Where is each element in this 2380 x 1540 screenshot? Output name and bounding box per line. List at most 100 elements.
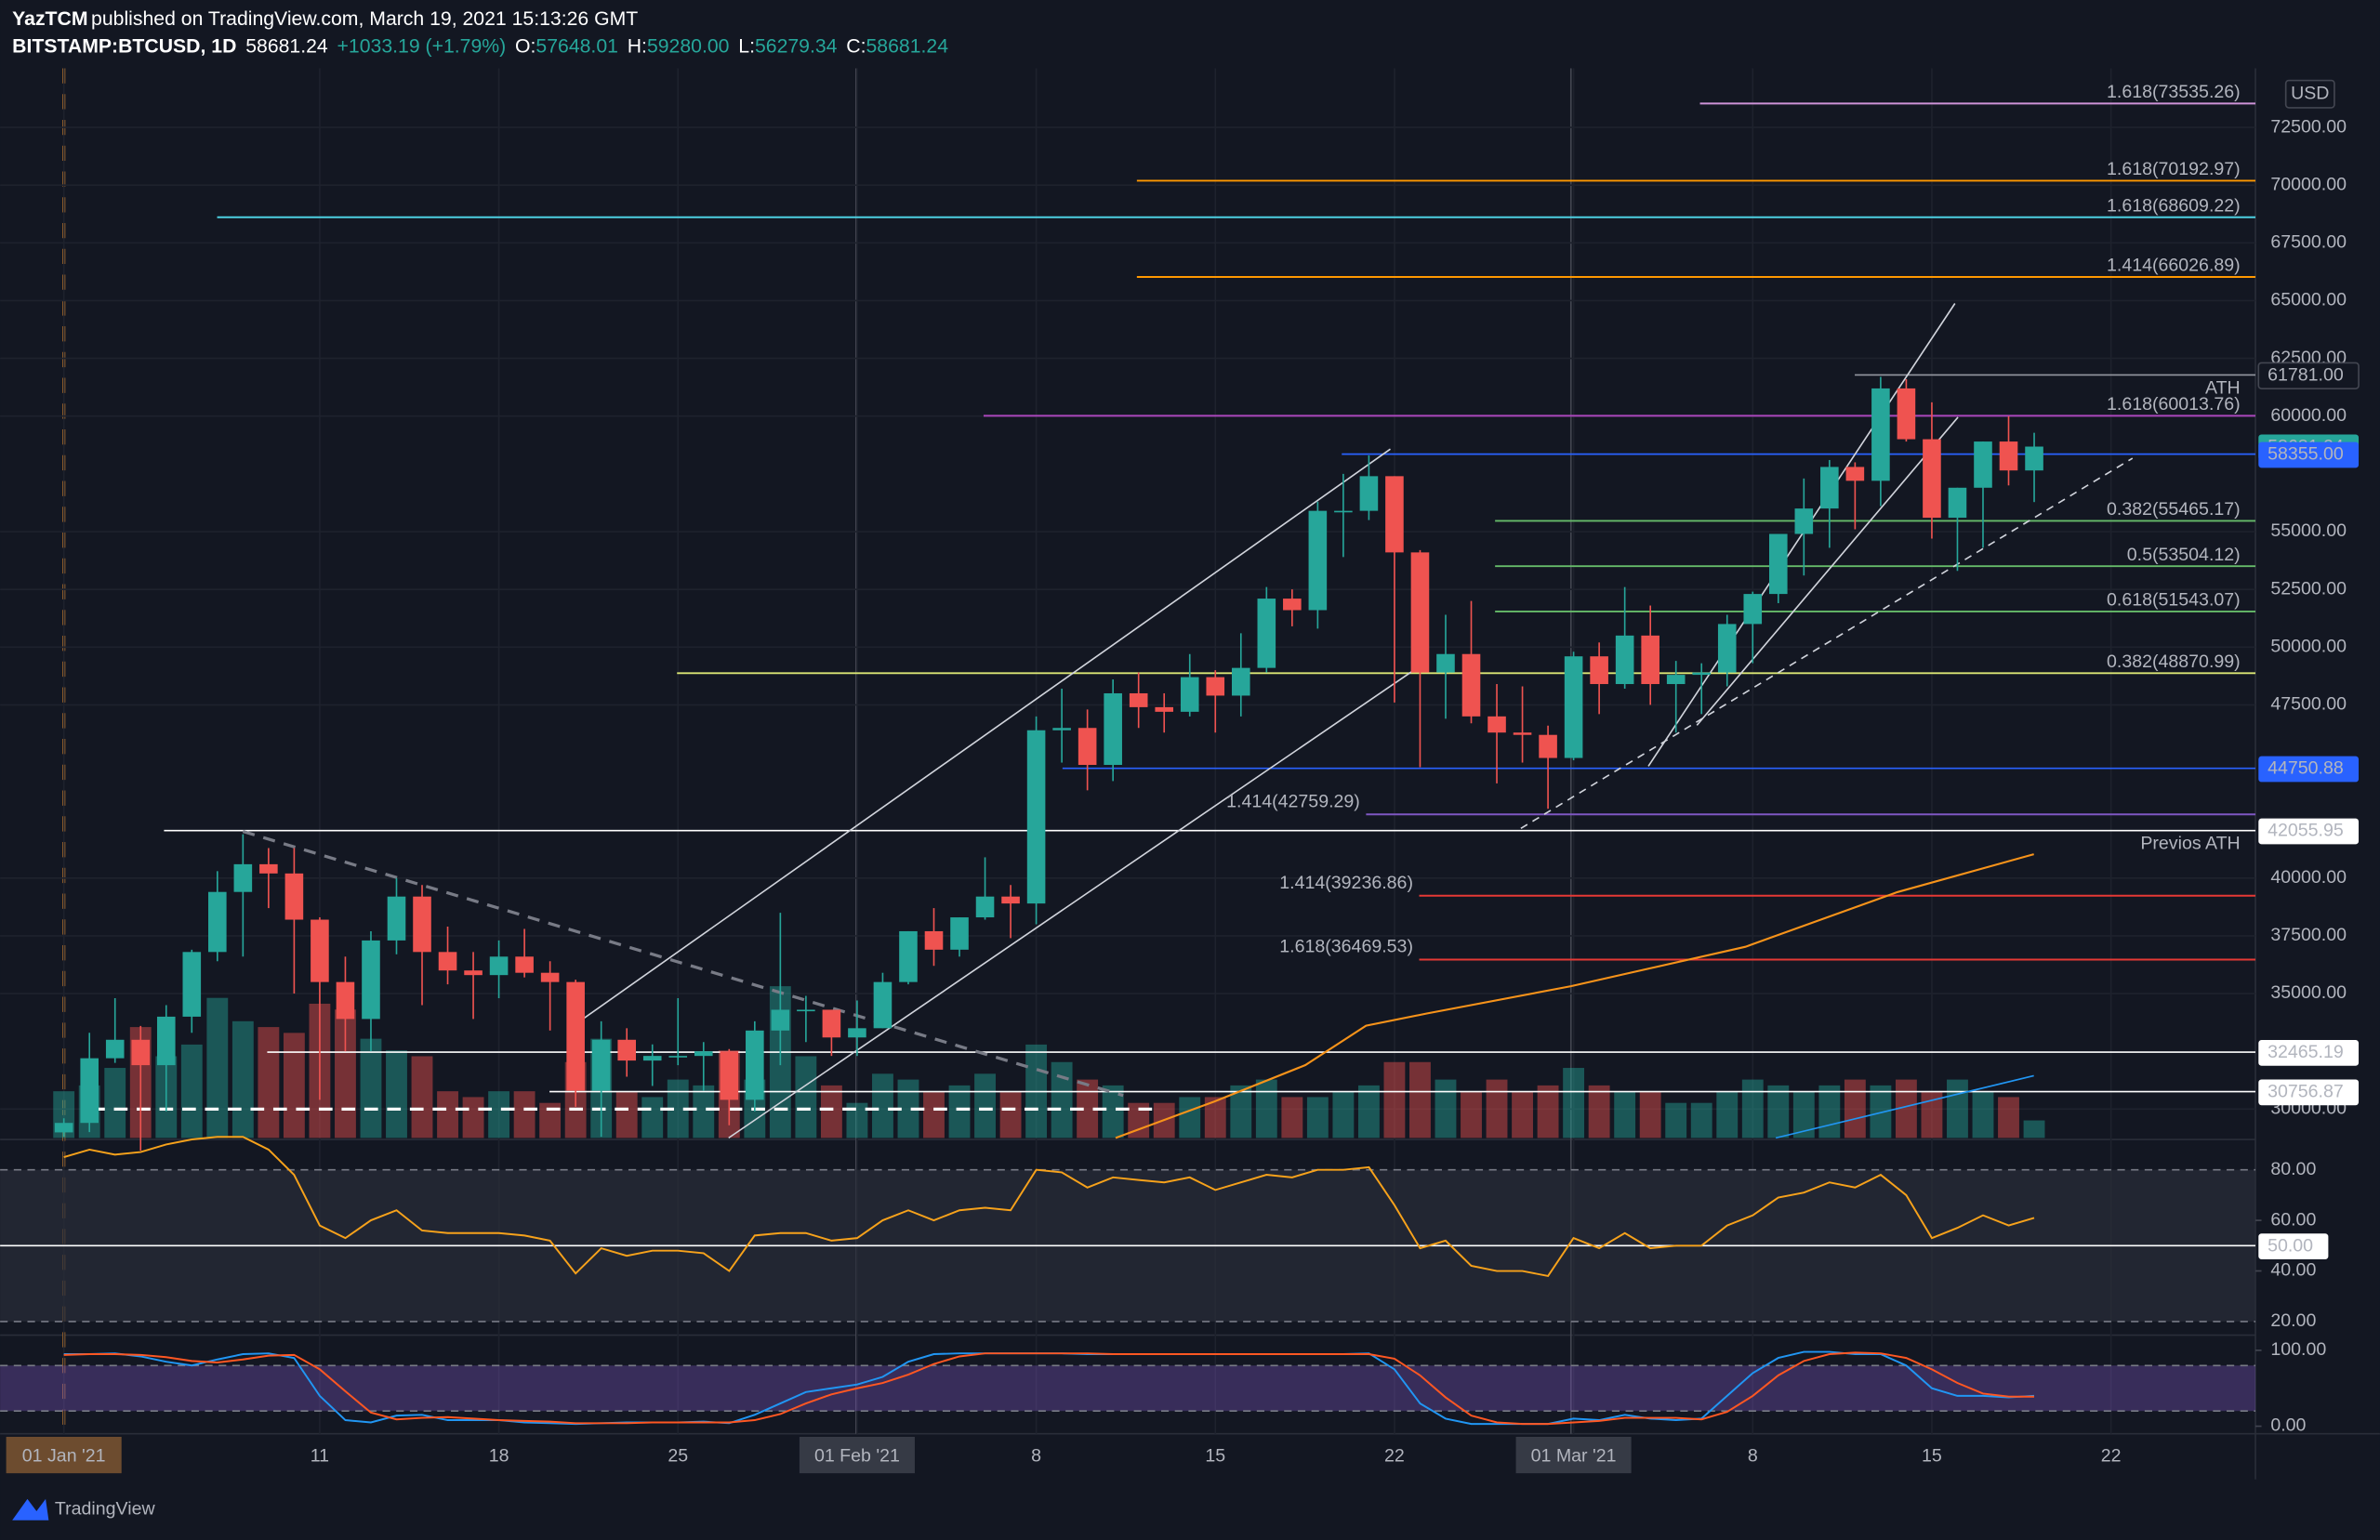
dashed-trendline xyxy=(242,830,1124,1098)
candle-body xyxy=(1359,476,1379,511)
candle-body xyxy=(182,952,202,1017)
y-tick-label: 52500.00 xyxy=(2270,578,2347,599)
x-tick-label: 18 xyxy=(489,1445,509,1466)
volume-bar xyxy=(462,1097,484,1139)
last-price: 58681.24 xyxy=(245,35,328,57)
candle-body xyxy=(1564,656,1583,758)
volume-bar xyxy=(1306,1097,1329,1139)
volume-bar xyxy=(1792,1091,1815,1139)
high: 59280.00 xyxy=(647,35,730,57)
volume-bar xyxy=(872,1073,893,1139)
candle-body xyxy=(1104,692,1122,766)
x-tick-label: 8 xyxy=(1031,1445,1041,1466)
candle-body xyxy=(311,919,329,982)
candle-body xyxy=(1129,692,1148,707)
candle-body xyxy=(668,1056,688,1058)
volume-bar xyxy=(1614,1091,1636,1139)
volume-bar xyxy=(1230,1085,1252,1139)
price-badge xyxy=(2257,362,2360,389)
stoch-line xyxy=(63,1351,2035,1426)
level-label: 1.618(68609.22) xyxy=(2107,196,2241,217)
volume-bar xyxy=(1204,1097,1226,1139)
candle-body xyxy=(1001,896,1020,904)
volume-bar xyxy=(1435,1079,1457,1139)
volume-bar xyxy=(999,1091,1022,1139)
candle-body xyxy=(54,1123,73,1133)
candle-body xyxy=(1666,675,1686,685)
candle-body xyxy=(1257,599,1276,668)
volume-bar xyxy=(820,1085,842,1139)
candle-body xyxy=(1180,677,1199,712)
y-tick-label: 67500.00 xyxy=(2270,232,2347,253)
volume-bar xyxy=(667,1079,689,1139)
price-badge xyxy=(2258,441,2360,468)
candle-body xyxy=(1768,533,1788,595)
candle-body xyxy=(362,940,380,1020)
candle-body xyxy=(950,917,969,950)
candle-body xyxy=(156,1016,176,1066)
candle-body xyxy=(1999,441,2018,471)
candle-body xyxy=(1026,730,1046,904)
level-label: 1.618(36469.53) xyxy=(1279,937,1413,957)
price-badge xyxy=(2258,1079,2360,1106)
price-badge xyxy=(2258,818,2360,845)
level-label: 1.618(70192.97) xyxy=(2107,159,2241,179)
level-label: 0.382(55465.17) xyxy=(2107,499,2241,520)
x-tick-label: 15 xyxy=(1922,1445,1942,1466)
candle-body xyxy=(1334,510,1353,513)
level-label: 1.414(39236.86) xyxy=(1279,873,1413,893)
volume-bar xyxy=(513,1091,536,1139)
o-label: O: xyxy=(515,35,536,57)
candle-body xyxy=(1410,552,1430,673)
candle-body xyxy=(515,956,534,973)
candle-body xyxy=(1155,706,1174,712)
volume-bar xyxy=(897,1079,919,1139)
channel-line xyxy=(1696,416,1959,726)
stoch-band xyxy=(0,1365,2256,1412)
level-label: 1.618(73535.26) xyxy=(2107,82,2241,102)
rsi-tick-label: 40.00 xyxy=(2270,1260,2316,1281)
volume-bar xyxy=(1179,1097,1201,1139)
level-label: 1.414(66026.89) xyxy=(2107,256,2241,276)
x-tick-label: 25 xyxy=(668,1445,688,1466)
candle-body xyxy=(1231,667,1250,696)
candle-body xyxy=(1845,467,1865,481)
volume-bar xyxy=(1921,1091,1943,1139)
candle-body xyxy=(566,981,585,1091)
candle-body xyxy=(80,1058,99,1124)
change: +1033.19 (+1.79%) xyxy=(337,35,507,57)
volume-bar xyxy=(1077,1079,1099,1139)
candle-body xyxy=(1283,599,1302,611)
candle-body xyxy=(1871,388,1890,481)
volume-bar xyxy=(360,1038,382,1139)
stoch-tick-label: 100.00 xyxy=(2270,1339,2326,1360)
volume-average xyxy=(1775,1074,2034,1139)
candle-body xyxy=(1820,467,1839,509)
candle-body xyxy=(975,896,995,918)
candle-body xyxy=(131,1039,151,1066)
volume-bar xyxy=(1741,1079,1764,1139)
y-tick-label: 65000.00 xyxy=(2270,290,2347,310)
note: ATH xyxy=(2205,377,2241,398)
y-tick-label: 35000.00 xyxy=(2270,982,2347,1003)
volume-bar xyxy=(1281,1097,1303,1139)
x-label-box xyxy=(799,1436,915,1474)
candle-body xyxy=(105,1039,125,1059)
volume-bar xyxy=(1486,1079,1508,1139)
volume-bar xyxy=(1665,1102,1687,1139)
rsi-tick-label: 20.00 xyxy=(2270,1310,2316,1331)
candle-body xyxy=(1641,635,1659,685)
logo xyxy=(12,1498,49,1520)
h-label: H: xyxy=(628,35,647,57)
price-badge-label: 44750.88 xyxy=(2268,758,2344,779)
level-label: 0.618(51543.07) xyxy=(2107,590,2241,611)
channel-line xyxy=(579,448,1391,1022)
volume-bar xyxy=(693,1085,715,1139)
y-tick-label: 55000.00 xyxy=(2270,520,2347,541)
candle-body xyxy=(1078,728,1097,766)
volume-bar xyxy=(641,1097,664,1139)
x-tick-label: 8 xyxy=(1748,1445,1758,1466)
price-badge-label: 30756.87 xyxy=(2268,1081,2344,1101)
price-badge-label: 32465.19 xyxy=(2268,1042,2344,1062)
volume-bar xyxy=(1409,1061,1431,1139)
